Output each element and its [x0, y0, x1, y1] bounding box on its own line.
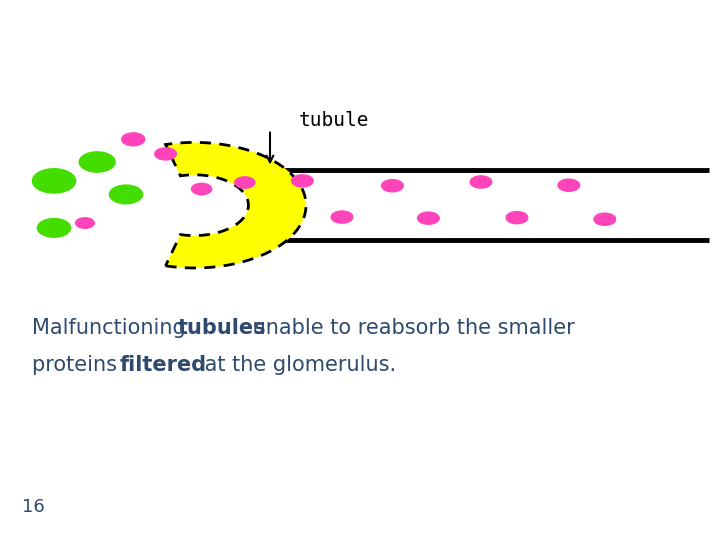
Text: proteins: proteins	[32, 355, 124, 375]
Ellipse shape	[506, 212, 528, 224]
Text: unable to reabsorb the smaller: unable to reabsorb the smaller	[246, 318, 575, 338]
Ellipse shape	[109, 185, 143, 204]
Polygon shape	[166, 143, 306, 268]
Ellipse shape	[331, 211, 353, 223]
Text: filtered: filtered	[120, 355, 207, 375]
Text: tubules: tubules	[179, 318, 267, 338]
Ellipse shape	[37, 219, 71, 237]
Text: 16: 16	[22, 498, 45, 516]
Ellipse shape	[558, 179, 580, 191]
Text: Malfunctioning: Malfunctioning	[32, 318, 193, 338]
Ellipse shape	[594, 213, 616, 225]
Text: at the glomerulus.: at the glomerulus.	[197, 355, 396, 375]
Ellipse shape	[76, 218, 94, 228]
Ellipse shape	[235, 177, 255, 188]
Ellipse shape	[122, 133, 145, 146]
Ellipse shape	[470, 176, 492, 188]
Ellipse shape	[292, 175, 313, 187]
Text: tubule: tubule	[299, 111, 369, 130]
Ellipse shape	[418, 212, 439, 224]
Ellipse shape	[382, 180, 403, 192]
Ellipse shape	[79, 152, 115, 172]
Ellipse shape	[192, 183, 212, 195]
Ellipse shape	[32, 168, 76, 193]
Ellipse shape	[155, 148, 176, 160]
